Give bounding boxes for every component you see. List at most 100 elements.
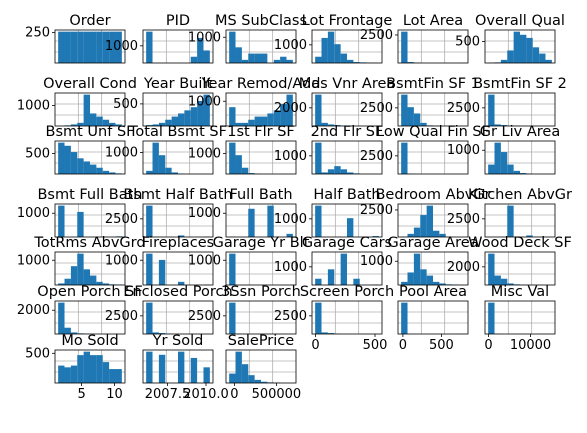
histogram-bar bbox=[102, 170, 110, 174]
histogram-bar bbox=[171, 172, 178, 174]
panel-title: Garage Cars bbox=[302, 235, 392, 251]
histogram-bar bbox=[407, 62, 414, 63]
histogram-bar bbox=[96, 116, 103, 126]
histogram-bar bbox=[146, 125, 153, 126]
histogram-panel: 2500 Bsmt Half Bath bbox=[105, 187, 233, 238]
y-tick-label: 2000 bbox=[447, 260, 480, 275]
histogram-bar bbox=[532, 47, 540, 63]
axes-frame bbox=[311, 92, 383, 127]
histogram-bar bbox=[413, 227, 421, 237]
y-tick-label: 2500 bbox=[105, 212, 138, 227]
y-tick-label: 1000 bbox=[17, 206, 50, 221]
y-tick-label: 2500 bbox=[360, 28, 393, 43]
histogram-bar bbox=[539, 53, 546, 63]
y-tick-label: 500 bbox=[113, 97, 138, 112]
histogram-panel: 2500 Kitchen AbvGr bbox=[447, 187, 572, 238]
axes-frame bbox=[484, 300, 556, 335]
histogram-bar bbox=[500, 152, 508, 174]
histogram-bar bbox=[340, 53, 347, 63]
histogram-bar bbox=[513, 170, 520, 174]
histogram-bar bbox=[229, 373, 236, 383]
y-tick-label: 1000 bbox=[274, 149, 307, 164]
histogram-bar bbox=[77, 122, 84, 126]
histogram-bar bbox=[488, 94, 495, 126]
histogram-panel: 1000 Garage Yr Blt bbox=[188, 235, 310, 286]
histogram-panel: 1000 Garage Area bbox=[360, 235, 479, 286]
axes-frame bbox=[225, 29, 297, 64]
panel-title: Overall Qual bbox=[475, 13, 565, 29]
histogram-bar bbox=[513, 31, 520, 63]
histogram-bar bbox=[334, 166, 341, 174]
histogram-bar bbox=[353, 278, 360, 285]
histogram-bar bbox=[315, 94, 322, 126]
histogram-panel: 0 500000 SalePrice bbox=[225, 333, 301, 402]
panel-title: Bedroom AbvGr bbox=[375, 187, 490, 203]
y-tick-label: 1000 bbox=[188, 94, 221, 109]
x-tick-label: 10000 bbox=[510, 338, 551, 353]
histogram-bar bbox=[58, 365, 65, 383]
y-tick-label: 1000 bbox=[274, 38, 307, 53]
histogram-bar bbox=[90, 164, 97, 174]
histogram-bar bbox=[171, 116, 178, 126]
panel-title: Low Qual Fin SF bbox=[376, 124, 490, 140]
histogram-bar bbox=[340, 169, 347, 174]
histogram-bar bbox=[58, 142, 65, 174]
axes-frame bbox=[397, 300, 469, 335]
histogram-bar bbox=[229, 302, 236, 334]
x-tick-label: 5 bbox=[77, 387, 85, 402]
histogram-bar bbox=[83, 161, 90, 174]
histogram-bar bbox=[401, 142, 408, 174]
histogram-bar bbox=[70, 124, 78, 126]
histogram-bar bbox=[58, 302, 65, 334]
histogram-bar bbox=[190, 56, 198, 63]
histogram-bar bbox=[334, 125, 341, 126]
histogram-bar bbox=[64, 31, 71, 63]
panel-title: Lot Frontage bbox=[302, 13, 393, 29]
axes-frame bbox=[484, 203, 556, 238]
histogram-bar bbox=[203, 50, 210, 63]
histogram-bar bbox=[420, 215, 427, 237]
histogram-bar bbox=[235, 351, 242, 383]
panel-title: Wood Deck SF bbox=[468, 235, 572, 251]
panel-title: Bsmt Unf SF bbox=[46, 124, 135, 140]
histogram-bar bbox=[70, 152, 78, 174]
histogram-bar bbox=[64, 145, 71, 174]
axes-frame bbox=[54, 251, 126, 286]
histogram-bar bbox=[254, 116, 261, 126]
y-tick-label: 2500 bbox=[188, 309, 221, 324]
axes-frame bbox=[311, 251, 383, 286]
y-tick-label: 1000 bbox=[447, 143, 480, 158]
histogram-panel: 1000 Year Remod/Add bbox=[188, 76, 320, 127]
histogram-bar bbox=[507, 50, 514, 63]
y-tick-label: 500 bbox=[25, 147, 50, 162]
histogram-bar bbox=[273, 59, 281, 63]
histogram-bar bbox=[58, 31, 65, 63]
histogram-bar bbox=[520, 173, 527, 174]
histogram-panel: 2500 Lot Area bbox=[360, 13, 469, 64]
histogram-bar bbox=[178, 351, 185, 383]
histogram-bar bbox=[158, 122, 166, 126]
panel-title: Yr Sold bbox=[152, 333, 204, 349]
histogram-bar bbox=[190, 107, 198, 126]
histogram-bar bbox=[178, 113, 185, 126]
histogram-bar bbox=[426, 275, 433, 285]
histogram-bar bbox=[229, 31, 236, 63]
histogram-bar bbox=[327, 333, 335, 334]
histogram-panel: 500 5 10 Mo Sold bbox=[25, 333, 126, 402]
histogram-bar bbox=[96, 167, 103, 174]
histogram-bar bbox=[90, 31, 97, 63]
histogram-bar bbox=[64, 327, 71, 334]
y-tick-label: 1000 bbox=[274, 260, 307, 275]
histogram-panel: 1000 PID bbox=[105, 13, 214, 64]
y-tick-label: 250 bbox=[25, 26, 50, 41]
axes-frame bbox=[142, 251, 214, 286]
histogram-bar bbox=[83, 31, 90, 63]
histogram-bar bbox=[426, 205, 433, 237]
histogram-bar bbox=[254, 379, 261, 383]
histogram-bar bbox=[420, 122, 427, 126]
axes-frame bbox=[484, 140, 556, 175]
axes-frame bbox=[225, 349, 297, 384]
